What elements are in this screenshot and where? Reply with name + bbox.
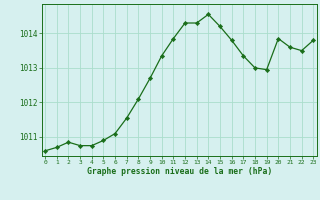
X-axis label: Graphe pression niveau de la mer (hPa): Graphe pression niveau de la mer (hPa) xyxy=(87,167,272,176)
